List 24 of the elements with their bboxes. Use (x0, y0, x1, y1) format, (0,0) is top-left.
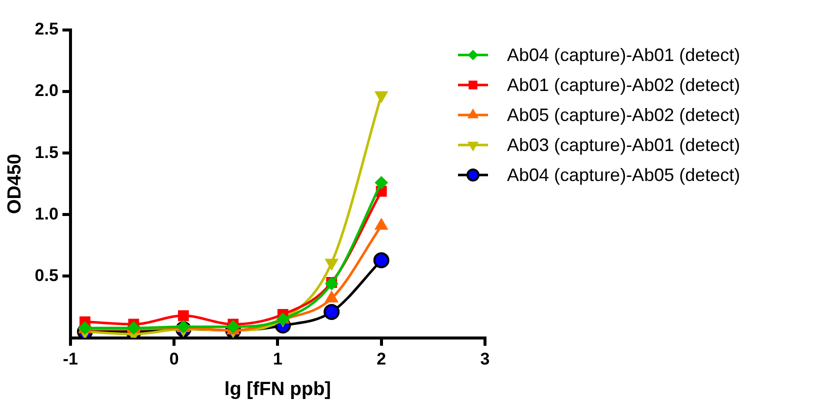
x-tick-label: 3 (480, 350, 490, 369)
y-axis-title: OD450 (4, 154, 26, 214)
point (276, 312, 290, 326)
legend-label: Ab01 (capture)-Ab02 (detect) (507, 74, 740, 95)
point (178, 310, 189, 322)
y-tick-label: 1.5 (34, 142, 58, 162)
y-tick-label: 1.0 (34, 204, 58, 224)
y-tick-label: 0.5 (34, 266, 58, 285)
point (325, 277, 338, 290)
x-tick-label: 0 (169, 350, 179, 369)
y-tick-label: 2.0 (34, 81, 58, 100)
point (324, 304, 340, 320)
point (373, 252, 390, 268)
legend-label: Ab05 (capture)-Ab02 (detect) (507, 104, 740, 125)
legend-label: Ab03 (capture)-Ab01 (detect) (507, 134, 740, 155)
x-tick-label: -1 (62, 350, 78, 369)
point (374, 176, 388, 190)
x-tick-label: 1 (272, 350, 282, 369)
legend-label: Ab04 (capture)-Ab01 (detect) (507, 44, 740, 65)
x-axis-title: lg [fFN ppb] (224, 378, 332, 400)
legend-label: Ab04 (capture)-Ab05 (detect) (507, 164, 740, 185)
x-tick-label: 2 (376, 350, 386, 369)
y-tick-label: 2.5 (34, 20, 58, 39)
point (374, 91, 388, 103)
